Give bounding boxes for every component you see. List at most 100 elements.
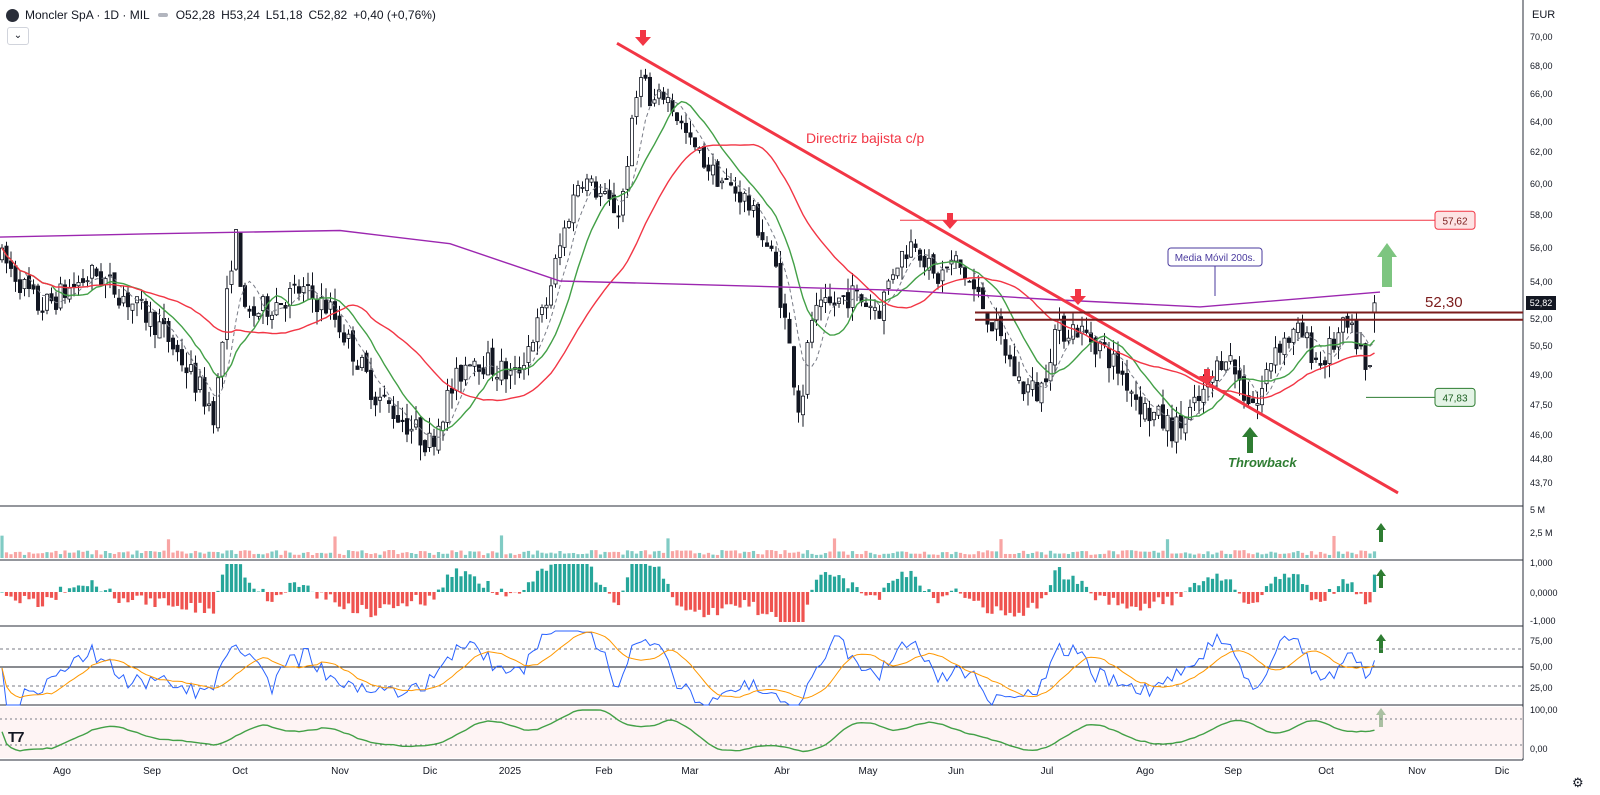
candle-body: [1003, 339, 1008, 356]
volume-bar: [454, 552, 459, 558]
macd-histogram-bar: [432, 592, 436, 600]
volume-bar: [9, 554, 13, 558]
volume-bar: [895, 551, 900, 558]
candle-body: [1323, 360, 1328, 366]
candle-body: [422, 440, 427, 453]
macd-histogram-bar: [481, 587, 486, 592]
macd-histogram-bar: [13, 592, 18, 601]
macd-histogram-bar: [189, 592, 193, 603]
macd-histogram-bar: [949, 590, 954, 592]
candle-body: [652, 99, 657, 104]
collapse-legend-button[interactable]: ⌄: [7, 27, 29, 45]
candle-body: [1242, 376, 1247, 401]
volume-bar: [171, 552, 175, 558]
candle-body: [85, 280, 90, 283]
macd-histogram-bar: [396, 592, 400, 607]
volume-bar: [778, 554, 783, 558]
volume-bar: [504, 554, 508, 558]
macd-histogram-bar: [747, 592, 751, 607]
macd-histogram-bar: [792, 592, 796, 622]
macd-histogram-bar: [1287, 577, 1291, 592]
volume-bar: [954, 551, 958, 558]
candle-body: [828, 296, 833, 304]
tradingview-logo-icon[interactable]: T7: [8, 729, 24, 746]
macd-histogram-bar: [306, 585, 310, 592]
macd-histogram-bar: [328, 592, 333, 595]
volume-bar: [877, 554, 882, 558]
candle-body: [94, 268, 99, 277]
candle-body: [377, 396, 382, 401]
candle-body: [1111, 353, 1116, 367]
symbol-logo-icon: [6, 8, 19, 22]
macd-histogram-bar: [846, 588, 850, 592]
price-tick-label: 60,00: [1530, 179, 1553, 189]
macd-histogram-bar: [895, 578, 900, 592]
candle-body: [904, 254, 909, 260]
volume-bar: [108, 553, 112, 558]
macd-histogram-bar: [535, 570, 540, 592]
volume-bar: [1341, 553, 1345, 558]
volume-bar: [1327, 554, 1332, 558]
volume-bar: [868, 552, 873, 558]
candle-body: [1336, 332, 1341, 348]
volume-bar: [805, 550, 810, 558]
macd-histogram-bar: [1044, 592, 1048, 596]
volume-bar: [679, 550, 684, 558]
candle-body: [756, 203, 761, 236]
macd-histogram-bar: [1030, 592, 1035, 603]
volume-bar: [688, 550, 693, 558]
symbol-title[interactable]: Moncler SpA · 1D · MIL: [25, 8, 150, 22]
candle-body: [1354, 320, 1359, 350]
macd-histogram-bar: [733, 592, 738, 606]
macd-histogram-bar: [1323, 592, 1327, 601]
macd-histogram-bar: [1336, 586, 1341, 592]
candle-body: [211, 401, 216, 426]
macd-histogram-bar: [265, 592, 270, 602]
ohlc-close: C52,82: [308, 8, 348, 22]
indicator-up-arrow-icon: [1376, 569, 1386, 588]
volume-bar: [598, 554, 603, 558]
volume-bar: [612, 551, 616, 558]
volume-bar: [1246, 553, 1251, 558]
volume-bar: [126, 551, 130, 558]
time-tick-label: Ago: [1136, 766, 1154, 777]
macd-histogram-bar: [634, 564, 639, 592]
time-tick-label: May: [859, 766, 878, 777]
volume-bar: [1368, 553, 1372, 558]
macd-histogram-bar: [1264, 586, 1269, 592]
macd-histogram-bar: [639, 564, 643, 592]
candle-body: [1039, 382, 1044, 404]
down-arrow-icon: [635, 30, 651, 46]
volume-bar: [576, 554, 580, 558]
macd-histogram-bar: [81, 585, 85, 592]
ma200-line: [0, 229, 1381, 308]
volume-bar: [1062, 553, 1066, 558]
volume-bar: [904, 551, 909, 558]
candle-body: [1107, 347, 1112, 369]
candle-body: [233, 229, 238, 270]
volume-bar: [130, 554, 135, 558]
macd-histogram-bar: [486, 581, 490, 592]
macd-histogram-bar: [373, 592, 378, 616]
macd-histogram-bar: [387, 592, 391, 605]
candle-body: [1057, 319, 1062, 331]
currency-label[interactable]: EUR: [1532, 9, 1556, 21]
gear-icon[interactable]: ⚙: [1572, 775, 1584, 790]
low-level-label: 47,83: [1442, 393, 1467, 404]
volume-bar: [981, 552, 985, 558]
volume-bar: [760, 554, 765, 558]
candle-body: [787, 318, 792, 344]
candle-body: [1021, 381, 1026, 395]
time-tick-label: Ago: [53, 766, 71, 777]
candle-body: [927, 257, 932, 271]
volume-bar: [927, 554, 931, 558]
macd-histogram-bar: [904, 577, 909, 592]
volume-bar: [1255, 552, 1260, 558]
macd-histogram-bar: [360, 592, 364, 605]
candle-body: [1359, 344, 1364, 347]
macd-histogram-bar: [1363, 592, 1368, 605]
macd-histogram-bar: [1075, 583, 1080, 592]
rsi-tick-label: 25,00: [1530, 683, 1553, 693]
candle-body: [485, 352, 490, 376]
